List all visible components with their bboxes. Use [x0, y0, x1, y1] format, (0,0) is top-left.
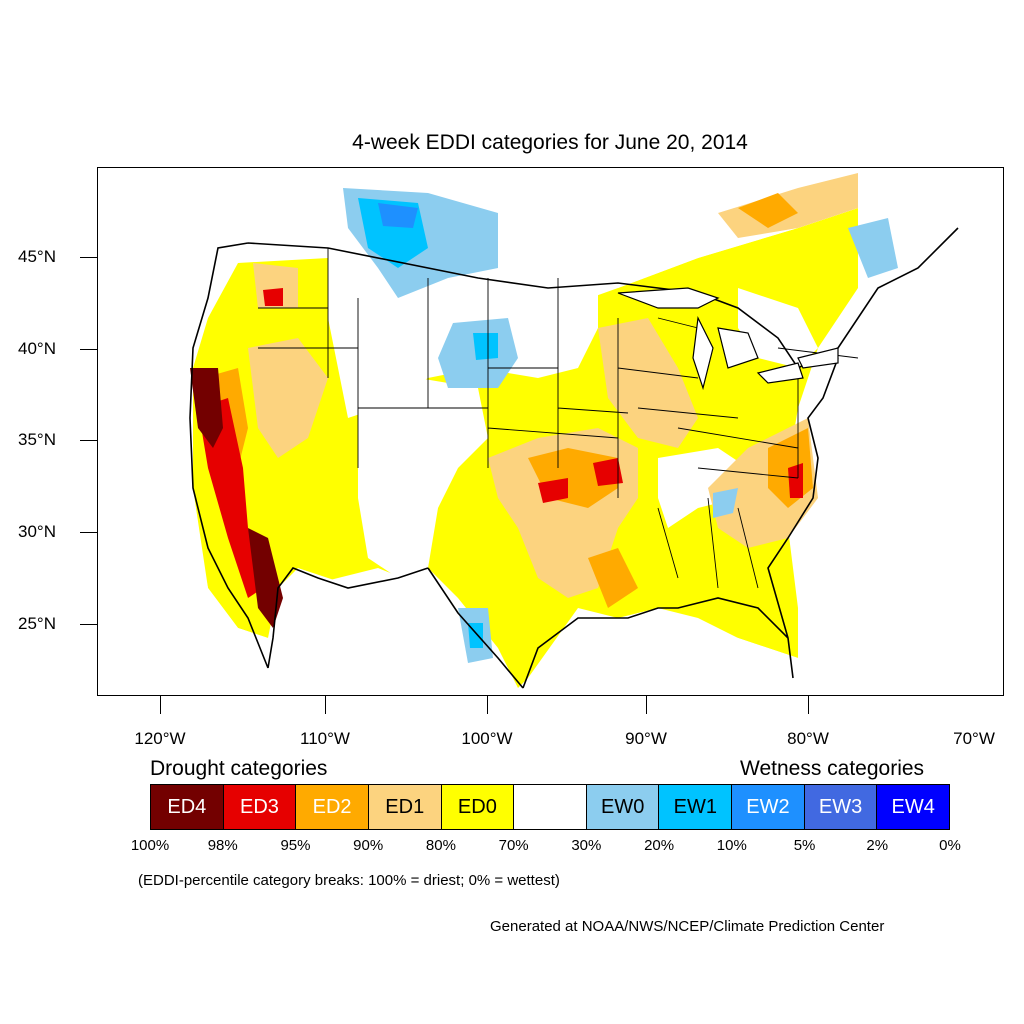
legend-swatch-ew3: EW3 [804, 785, 878, 829]
lat-tick-25 [80, 624, 97, 625]
great-lakes [617, 287, 839, 391]
break-label: 90% [353, 837, 384, 854]
lat-label: 45°N [18, 247, 56, 266]
normal-atlantic [798, 289, 1003, 695]
us-outline [189, 227, 959, 689]
legend-swatch-ed4: ED4 [151, 785, 224, 829]
legend-bar: ED4 ED3 ED2 ED1 ED0 EW0 EW1 EW2 EW3 EW4 [150, 784, 950, 830]
break-label: 100% [130, 837, 170, 854]
lat-label: 25°N [18, 614, 56, 633]
ed3-arkansas [593, 458, 623, 486]
lat-tick-35 [80, 440, 97, 441]
break-label: 0% [939, 837, 961, 854]
lat-tick-30 [80, 532, 97, 533]
lat-label: 40°N [18, 339, 56, 358]
ed1-great-basin [248, 338, 328, 458]
legend-swatch-ed0: ED0 [441, 785, 515, 829]
lon-tick-100 [487, 696, 488, 714]
normal-mexico [298, 568, 428, 688]
break-label: 10% [716, 837, 747, 854]
category-note: (EDDI-percentile category breaks: 100% =… [138, 872, 560, 889]
break-label: 30% [571, 837, 602, 854]
lon-tick-120 [160, 696, 161, 714]
break-label: 5% [793, 837, 816, 854]
normal-gulf [528, 618, 798, 695]
ed4-california [190, 368, 223, 448]
lon-label: 70°W [953, 729, 995, 748]
legend-swatch-ed1: ED1 [368, 785, 442, 829]
break-label: 80% [425, 837, 456, 854]
lon-tick-80 [808, 696, 809, 714]
lon-label: 110°W [300, 729, 350, 748]
break-label: 95% [280, 837, 311, 854]
ed3-california [198, 398, 263, 598]
legend-swatch-ed2: ED2 [296, 785, 369, 829]
eddi-map [98, 168, 1003, 695]
lon-label: 100°W [461, 729, 513, 748]
ew0-maine [848, 218, 898, 278]
break-label: 20% [644, 837, 675, 854]
lon-label: 80°W [787, 729, 829, 748]
lon-tick-90 [646, 696, 647, 714]
legend-swatch-ew0: EW0 [586, 785, 660, 829]
lat-label: 30°N [18, 522, 56, 541]
normal-southwest [358, 378, 488, 578]
lon-tick-110 [325, 696, 326, 714]
ed1-midwest [598, 318, 698, 448]
ed2-louisiana [588, 548, 638, 608]
map-title: 4-week EDDI categories for June 20, 2014 [352, 131, 748, 154]
drought-categories-title: Drought categories [150, 757, 328, 780]
ew1-nebraska [473, 333, 498, 360]
lat-tick-40 [80, 349, 97, 350]
ew0-kentucky [713, 488, 738, 518]
break-label: 98% [207, 837, 238, 854]
legend-swatch-ew4: EW4 [877, 785, 950, 829]
ed3-idaho [263, 288, 283, 306]
lon-label: 90°W [625, 729, 667, 748]
lat-label: 35°N [18, 430, 56, 449]
legend-swatch-ew1: EW1 [659, 785, 733, 829]
map-frame [97, 167, 1004, 696]
ed3-oklahoma [538, 478, 568, 503]
credit-line: Generated at NOAA/NWS/NCEP/Climate Predi… [490, 918, 885, 935]
wetness-categories-title: Wetness categories [740, 757, 925, 780]
ed2-quebec [738, 193, 798, 228]
state-borders [258, 248, 859, 589]
ed4-baja [248, 528, 283, 628]
normal-southeast [658, 448, 748, 528]
normal-pacific [98, 238, 278, 695]
lon-label: 120°W [134, 729, 186, 748]
break-label: 2% [866, 837, 889, 854]
lat-tick-45 [80, 257, 97, 258]
break-label: 70% [498, 837, 529, 854]
legend-swatch-ew2: EW2 [732, 785, 805, 829]
legend-swatch-normal [514, 785, 587, 829]
normal-northeast [738, 288, 818, 368]
ew2-montana [378, 203, 418, 228]
legend-swatch-ed3: ED3 [223, 785, 297, 829]
ed3-north-carolina [788, 463, 803, 498]
